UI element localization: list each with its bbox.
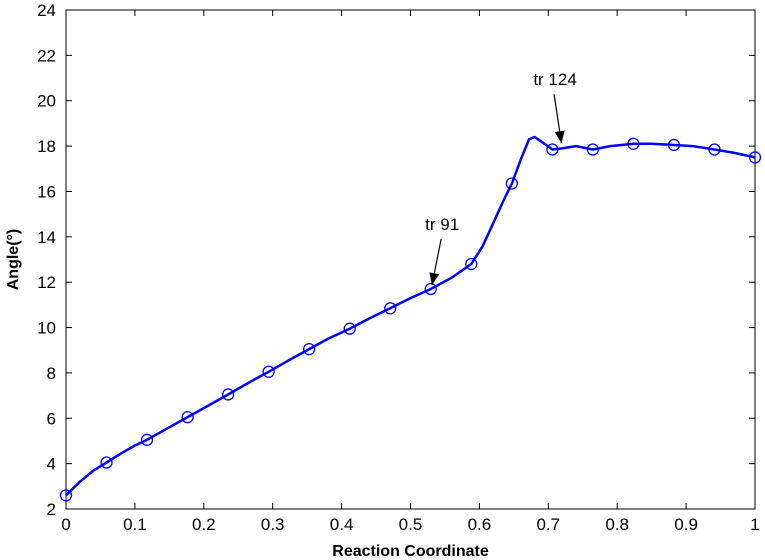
x-tick-label: 0.3: [261, 515, 285, 534]
data-point: [586, 143, 600, 156]
y-axis-label: Angle(°): [5, 229, 22, 291]
y-tick-label: 8: [47, 364, 56, 383]
data-point: [302, 342, 316, 356]
x-axis-ticks: 0 0.1 0.2 0.3 0.4 0.5 0.6 0.7 0.8 0.9 1: [61, 10, 760, 534]
y-tick-label: 20: [37, 92, 56, 111]
x-tick-label: 0.6: [468, 515, 492, 534]
data-point: [100, 456, 113, 469]
y-tick-label: 6: [47, 409, 56, 428]
series-line: [65, 135, 756, 497]
data-series: [59, 135, 762, 502]
data-point: [424, 282, 437, 296]
x-tick-label: 0.9: [674, 515, 698, 534]
annotation-arrowhead: [554, 130, 565, 144]
annotation-label: tr 124: [533, 70, 576, 89]
data-point: [140, 433, 154, 446]
data-point: [667, 138, 681, 152]
data-point: [708, 143, 721, 156]
data-point: [465, 257, 478, 271]
x-tick-label: 0.7: [536, 515, 560, 534]
data-point: [221, 388, 235, 401]
data-point: [627, 137, 640, 150]
data-point: [181, 410, 194, 424]
data-point: [262, 365, 275, 378]
x-tick-label: 1: [750, 515, 759, 534]
data-point: [343, 322, 356, 335]
data-point: [59, 489, 73, 502]
x-tick-label: 0: [61, 515, 70, 534]
y-tick-label: 22: [37, 46, 56, 65]
data-point: [748, 151, 762, 164]
y-tick-label: 12: [37, 273, 56, 292]
y-tick-label: 10: [37, 319, 56, 338]
x-axis-label: Reaction Coordinate: [332, 543, 489, 560]
annotation-label: tr 91: [425, 215, 459, 234]
x-tick-label: 0.4: [330, 515, 354, 534]
x-tick-label: 0.2: [192, 515, 216, 534]
annotation-arrowhead: [429, 272, 440, 286]
x-tick-label: 0.5: [399, 515, 423, 534]
x-tick-label: 0.1: [123, 515, 147, 534]
plot-area-frame: [65, 9, 756, 510]
plot-frame: [65, 9, 756, 510]
y-tick-label: 2: [47, 500, 56, 519]
y-tick-label: 18: [37, 137, 56, 156]
data-point: [546, 143, 559, 156]
x-tick-label: 0.8: [605, 515, 629, 534]
y-tick-label: 24: [37, 1, 56, 20]
data-point: [505, 177, 519, 190]
annotations: tr 91 tr 124: [425, 70, 577, 286]
y-tick-label: 4: [47, 455, 56, 474]
data-point: [384, 302, 397, 315]
y-tick-label: 16: [37, 182, 56, 201]
y-tick-label: 14: [37, 228, 56, 247]
